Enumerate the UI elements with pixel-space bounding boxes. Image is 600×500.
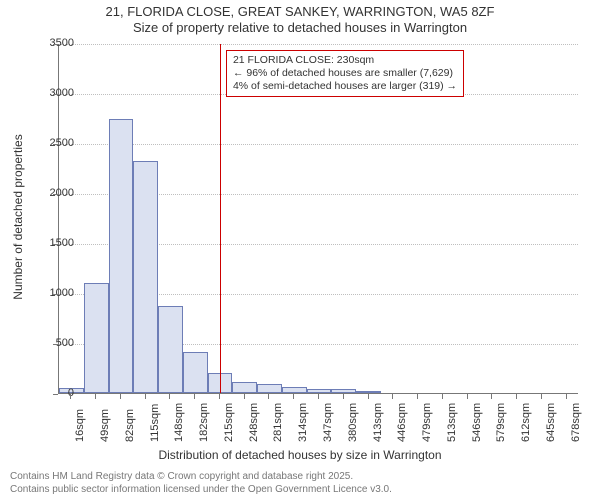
- y-tick-mark: [53, 244, 58, 245]
- x-tick-mark: [145, 394, 146, 399]
- x-axis-title: Distribution of detached houses by size …: [0, 448, 600, 462]
- y-tick-label: 3000: [34, 87, 74, 99]
- histogram-bar: [257, 384, 282, 393]
- x-tick-label: 678sqm: [570, 403, 582, 442]
- histogram-bar: [183, 352, 208, 393]
- histogram-bar: [307, 389, 332, 393]
- histogram-bar: [84, 283, 109, 393]
- x-tick-label: 446sqm: [396, 403, 408, 442]
- x-tick-label: 347sqm: [322, 403, 334, 442]
- histogram-bar: [356, 391, 381, 393]
- title-block: 21, FLORIDA CLOSE, GREAT SANKEY, WARRING…: [0, 0, 600, 37]
- footer-line-1: Contains HM Land Registry data © Crown c…: [10, 471, 392, 484]
- y-tick-mark: [53, 394, 58, 395]
- annotation-line-2: ← 96% of detached houses are smaller (7,…: [233, 67, 457, 80]
- y-tick-label: 3500: [34, 37, 74, 49]
- x-tick-label: 513sqm: [446, 403, 458, 442]
- x-tick-label: 82sqm: [124, 409, 136, 442]
- x-tick-mark: [318, 394, 319, 399]
- x-tick-mark: [70, 394, 71, 399]
- annotation-box: 21 FLORIDA CLOSE: 230sqm ← 96% of detach…: [226, 50, 464, 97]
- y-tick-mark: [53, 294, 58, 295]
- x-tick-mark: [244, 394, 245, 399]
- x-tick-mark: [516, 394, 517, 399]
- x-tick-mark: [566, 394, 567, 399]
- histogram-bar: [133, 161, 158, 393]
- x-tick-mark: [392, 394, 393, 399]
- annotation-line-1: 21 FLORIDA CLOSE: 230sqm: [233, 54, 457, 67]
- x-tick-mark: [368, 394, 369, 399]
- x-tick-mark: [491, 394, 492, 399]
- x-tick-label: 115sqm: [149, 404, 161, 442]
- y-tick-mark: [53, 44, 58, 45]
- x-tick-label: 579sqm: [495, 403, 507, 442]
- x-tick-mark: [95, 394, 96, 399]
- x-tick-label: 148sqm: [173, 403, 185, 442]
- x-tick-label: 314sqm: [297, 403, 309, 442]
- x-tick-label: 49sqm: [99, 409, 111, 442]
- y-tick-label: 500: [34, 337, 74, 349]
- y-tick-label: 1000: [34, 287, 74, 299]
- x-tick-mark: [467, 394, 468, 399]
- x-tick-label: 215sqm: [223, 403, 235, 442]
- title-line-1: 21, FLORIDA CLOSE, GREAT SANKEY, WARRING…: [0, 4, 600, 20]
- title-line-2: Size of property relative to detached ho…: [0, 20, 600, 36]
- y-tick-mark: [53, 144, 58, 145]
- y-tick-label: 1500: [34, 237, 74, 249]
- x-tick-mark: [169, 394, 170, 399]
- x-tick-label: 413sqm: [372, 403, 384, 442]
- y-tick-mark: [53, 94, 58, 95]
- plot-area: 21 FLORIDA CLOSE: 230sqm ← 96% of detach…: [58, 44, 578, 394]
- x-tick-mark: [219, 394, 220, 399]
- x-tick-mark: [293, 394, 294, 399]
- x-tick-label: 645sqm: [545, 403, 557, 442]
- y-tick-mark: [53, 194, 58, 195]
- y-tick-label: 2500: [34, 137, 74, 149]
- x-tick-mark: [343, 394, 344, 399]
- x-tick-label: 546sqm: [471, 403, 483, 442]
- histogram-bar: [158, 306, 183, 393]
- x-tick-mark: [268, 394, 269, 399]
- x-tick-mark: [194, 394, 195, 399]
- histogram-bar: [232, 382, 257, 393]
- x-tick-label: 612sqm: [520, 403, 532, 442]
- x-tick-mark: [541, 394, 542, 399]
- x-tick-label: 248sqm: [248, 403, 260, 442]
- x-tick-label: 281sqm: [272, 403, 284, 442]
- y-axis-title: Number of detached properties: [11, 127, 25, 307]
- x-tick-mark: [442, 394, 443, 399]
- y-tick-mark: [53, 344, 58, 345]
- chart-container: 21, FLORIDA CLOSE, GREAT SANKEY, WARRING…: [0, 0, 600, 500]
- histogram-bar: [331, 389, 356, 393]
- footer-line-2: Contains public sector information licen…: [10, 484, 392, 497]
- marker-line: [220, 44, 221, 393]
- x-tick-mark: [417, 394, 418, 399]
- x-tick-label: 380sqm: [347, 403, 359, 442]
- x-tick-label: 182sqm: [198, 403, 210, 442]
- y-tick-label: 0: [34, 387, 74, 399]
- x-tick-label: 479sqm: [421, 403, 433, 442]
- x-tick-mark: [120, 394, 121, 399]
- x-tick-label: 16sqm: [74, 409, 86, 442]
- histogram-bar: [109, 119, 134, 393]
- histogram-bar: [282, 387, 307, 393]
- annotation-line-3: 4% of semi-detached houses are larger (3…: [233, 80, 457, 93]
- footer-credit: Contains HM Land Registry data © Crown c…: [10, 471, 392, 496]
- y-tick-label: 2000: [34, 187, 74, 199]
